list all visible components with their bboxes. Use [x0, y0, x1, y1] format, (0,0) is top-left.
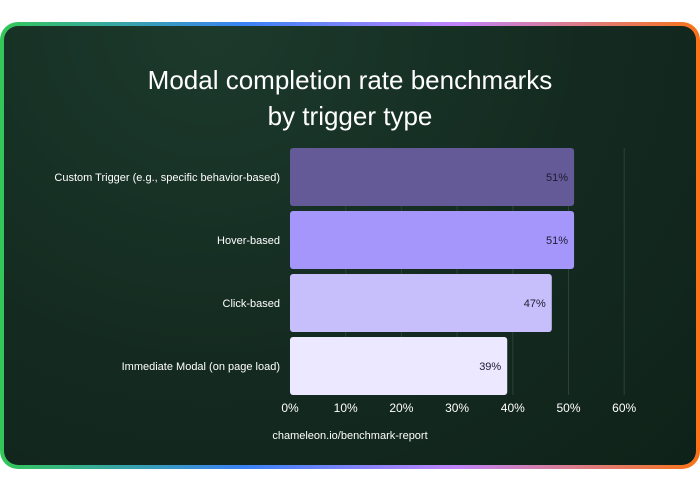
category-label: Custom Trigger (e.g., specific behavior-…	[54, 172, 280, 184]
bar-value-label: 39%	[479, 361, 501, 373]
x-axis-ticks: 0% 10% 20% 30% 40% 50% 60%	[281, 401, 636, 415]
x-tick-label: 20%	[389, 401, 413, 415]
source-link[interactable]: chameleon.io/benchmark-report	[272, 430, 428, 442]
gradient-border-frame: Modal completion rate benchmarks by trig…	[0, 22, 700, 469]
bar	[290, 337, 508, 395]
bar-value-label: 51%	[546, 172, 568, 184]
category-label: Hover-based	[217, 235, 280, 247]
bar-value-label: 47%	[524, 298, 546, 310]
chart-card: Modal completion rate benchmarks by trig…	[4, 26, 696, 465]
bar	[290, 211, 575, 269]
bars: 51% 51% 47% 39%	[290, 148, 575, 395]
chart-title: Modal completion rate benchmarks by trig…	[147, 65, 553, 131]
bar-value-label: 51%	[546, 235, 568, 247]
x-tick-label: 60%	[612, 401, 636, 415]
x-tick-label: 50%	[556, 401, 580, 415]
x-tick-label: 10%	[334, 401, 358, 415]
x-tick-label: 0%	[281, 401, 299, 415]
x-tick-label: 30%	[445, 401, 469, 415]
category-labels: Custom Trigger (e.g., specific behavior-…	[54, 172, 280, 373]
category-label: Immediate Modal (on page load)	[122, 361, 280, 373]
bar-chart: 51% 51% 47% 39% Custom Trigger (e.g., speci…	[54, 148, 637, 415]
x-tick-label: 40%	[501, 401, 525, 415]
bar	[290, 274, 552, 332]
category-label: Click-based	[223, 298, 280, 310]
bar	[290, 148, 575, 206]
